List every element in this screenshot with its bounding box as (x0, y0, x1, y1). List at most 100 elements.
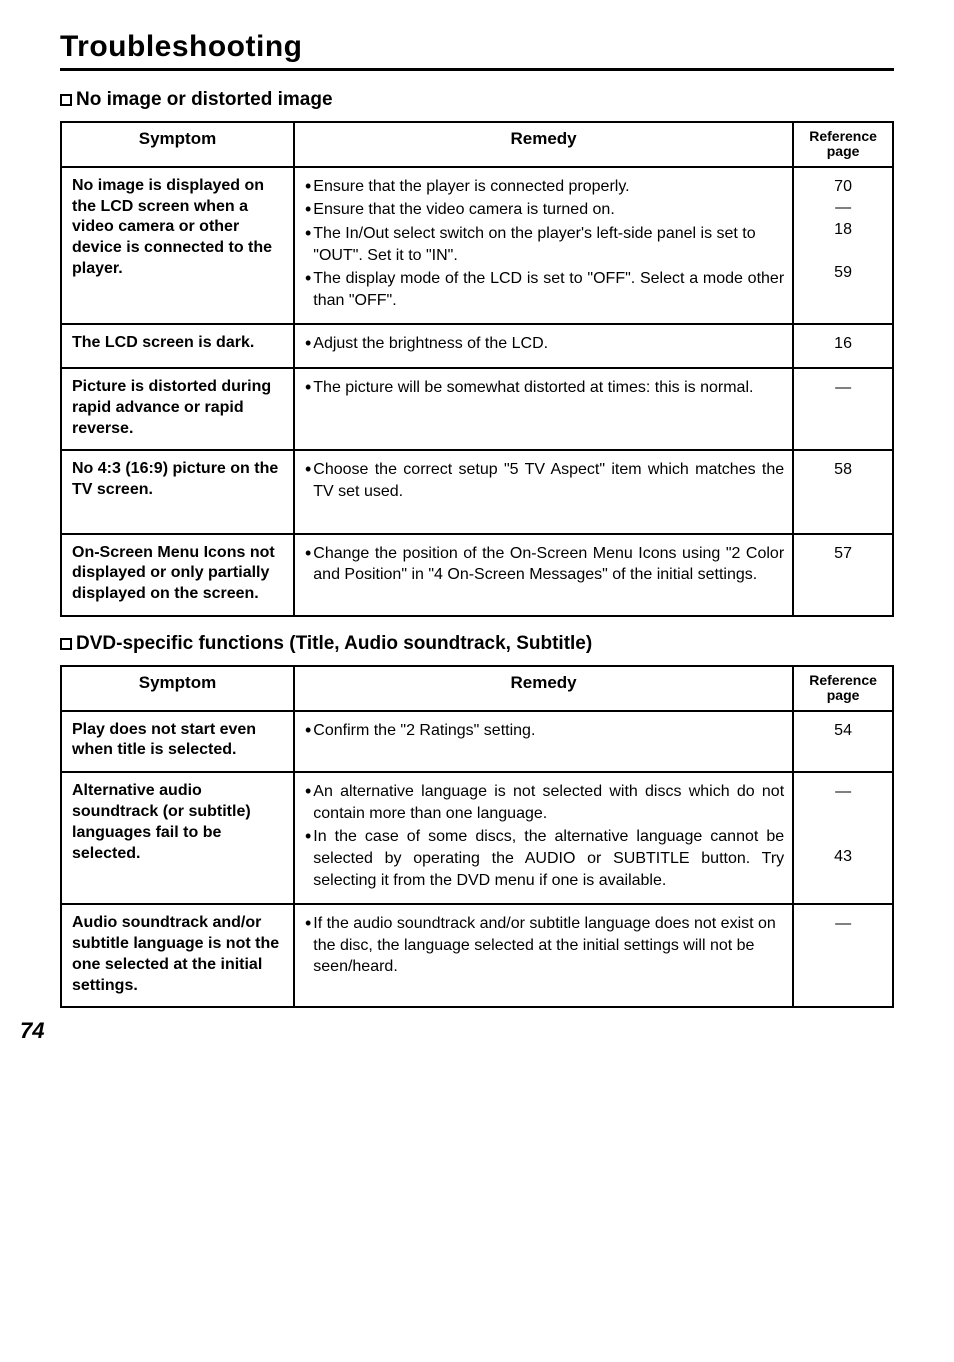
remedy-text: Confirm the "2 Ratings" setting. (313, 720, 784, 742)
reference-page (796, 824, 890, 846)
remedy-cell: •Confirm the "2 Ratings" setting. (294, 711, 793, 773)
page-title: Troubleshooting (60, 30, 894, 64)
remedy-bullet: •The In/Out select switch on the player'… (305, 223, 784, 266)
section-heading: No image or distorted image (60, 89, 894, 111)
reference-cell: — 43 (793, 772, 893, 904)
remedy-text: Ensure that the video camera is turned o… (313, 199, 784, 221)
symptom-cell: Audio soundtrack and/or subtitle languag… (61, 904, 294, 1007)
reference-page: 16 (796, 333, 890, 355)
remedy-cell: •Choose the correct setup "5 TV Aspect" … (294, 450, 793, 533)
bullet-icon: • (305, 720, 311, 742)
remedy-text: If the audio soundtrack and/or subtitle … (313, 913, 784, 978)
reference-cell: 54 (793, 711, 893, 773)
reference-cell: 57 (793, 534, 893, 616)
remedy-text: Change the position of the On-Screen Men… (313, 543, 784, 586)
table-row: On-Screen Menu Icons not displayed or on… (61, 534, 893, 616)
remedy-cell: •An alternative language is not selected… (294, 772, 793, 904)
table-header-reference: Referencepage (793, 666, 893, 711)
remedy-bullet: •An alternative language is not selected… (305, 781, 784, 824)
reference-page (796, 803, 890, 825)
bullet-icon: • (305, 176, 311, 198)
remedy-text: Ensure that the player is connected prop… (313, 176, 784, 198)
table-header-reference: Referencepage (793, 122, 893, 167)
section-heading-text: DVD-specific functions (Title, Audio sou… (76, 633, 592, 654)
bullet-icon: • (305, 333, 311, 355)
reference-cell: 58 (793, 450, 893, 533)
remedy-bullet: •Choose the correct setup "5 TV Aspect" … (305, 459, 784, 502)
remedy-bullet: •The display mode of the LCD is set to "… (305, 268, 784, 311)
section-heading-text: No image or distorted image (76, 89, 333, 110)
remedy-cell: •Adjust the brightness of the LCD. (294, 324, 793, 368)
remedy-bullet: •If the audio soundtrack and/or subtitle… (305, 913, 784, 978)
troubleshooting-table: SymptomRemedyReferencepage Play does not … (60, 665, 894, 1009)
troubleshooting-table: SymptomRemedyReferencepage No image is di… (60, 121, 894, 617)
table-row: No 4:3 (16:9) picture on the TV screen. •… (61, 450, 893, 533)
bullet-icon: • (305, 543, 311, 586)
title-rule (60, 68, 894, 71)
checkbox-icon (60, 638, 72, 650)
reference-page: 57 (796, 543, 890, 565)
table-header-symptom: Symptom (61, 666, 294, 711)
reference-page: 59 (796, 262, 890, 284)
bullet-icon: • (305, 268, 311, 311)
symptom-cell: Play does not start even when title is s… (61, 711, 294, 773)
reference-page: 54 (796, 720, 890, 742)
section-heading: DVD-specific functions (Title, Audio sou… (60, 633, 894, 655)
remedy-bullet: •Confirm the "2 Ratings" setting. (305, 720, 784, 742)
reference-page: — (796, 197, 890, 219)
remedy-bullet: •Adjust the brightness of the LCD. (305, 333, 784, 355)
table-header-remedy: Remedy (294, 122, 793, 167)
reference-page: 58 (796, 459, 890, 481)
remedy-bullet: •Change the position of the On-Screen Me… (305, 543, 784, 586)
page-container: Troubleshooting No image or distorted im… (0, 0, 954, 1064)
remedy-bullet: •Ensure that the video camera is turned … (305, 199, 784, 221)
remedy-text: An alternative language is not selected … (313, 781, 784, 824)
table-row: The LCD screen is dark. •Adjust the brigh… (61, 324, 893, 368)
symptom-cell: No 4:3 (16:9) picture on the TV screen. (61, 450, 294, 533)
remedy-cell: •The picture will be somewhat distorted … (294, 368, 793, 450)
table-row: Play does not start even when title is s… (61, 711, 893, 773)
reference-cell: 70—18 59 (793, 167, 893, 325)
table-row: Alternative audio soundtrack (or subtitl… (61, 772, 893, 904)
symptom-cell: Picture is distorted during rapid advanc… (61, 368, 294, 450)
symptom-cell: Alternative audio soundtrack (or subtitl… (61, 772, 294, 904)
reference-cell: 16 (793, 324, 893, 368)
remedy-text: Choose the correct setup "5 TV Aspect" i… (313, 459, 784, 502)
reference-page: 43 (796, 846, 890, 868)
bullet-icon: • (305, 781, 311, 824)
table-row: Audio soundtrack and/or subtitle languag… (61, 904, 893, 1007)
reference-page (796, 241, 890, 263)
reference-page: — (796, 377, 890, 399)
bullet-icon: • (305, 826, 311, 891)
table-header-remedy: Remedy (294, 666, 793, 711)
remedy-text: In the case of some discs, the alternati… (313, 826, 784, 891)
remedy-bullet: •Ensure that the player is connected pro… (305, 176, 784, 198)
reference-page: 70 (796, 176, 890, 198)
table-header-symptom: Symptom (61, 122, 294, 167)
bullet-icon: • (305, 459, 311, 502)
remedy-cell: •Change the position of the On-Screen Me… (294, 534, 793, 616)
reference-cell: — (793, 368, 893, 450)
reference-cell: — (793, 904, 893, 1007)
symptom-cell: No image is displayed on the LCD screen … (61, 167, 294, 325)
bullet-icon: • (305, 223, 311, 266)
remedy-text: Adjust the brightness of the LCD. (313, 333, 784, 355)
remedy-bullet: •In the case of some discs, the alternat… (305, 826, 784, 891)
remedy-cell: •If the audio soundtrack and/or subtitle… (294, 904, 793, 1007)
reference-page: — (796, 913, 890, 935)
reference-page: 18 (796, 219, 890, 241)
page-number: 74 (20, 1018, 894, 1044)
symptom-cell: The LCD screen is dark. (61, 324, 294, 368)
bullet-icon: • (305, 377, 311, 399)
bullet-icon: • (305, 199, 311, 221)
remedy-bullet: •The picture will be somewhat distorted … (305, 377, 784, 399)
table-row: Picture is distorted during rapid advanc… (61, 368, 893, 450)
checkbox-icon (60, 94, 72, 106)
symptom-cell: On-Screen Menu Icons not displayed or on… (61, 534, 294, 616)
table-row: No image is displayed on the LCD screen … (61, 167, 893, 325)
bullet-icon: • (305, 913, 311, 978)
remedy-text: The display mode of the LCD is set to "O… (313, 268, 784, 311)
remedy-text: The In/Out select switch on the player's… (313, 223, 784, 266)
reference-page: — (796, 781, 890, 803)
remedy-cell: •Ensure that the player is connected pro… (294, 167, 793, 325)
